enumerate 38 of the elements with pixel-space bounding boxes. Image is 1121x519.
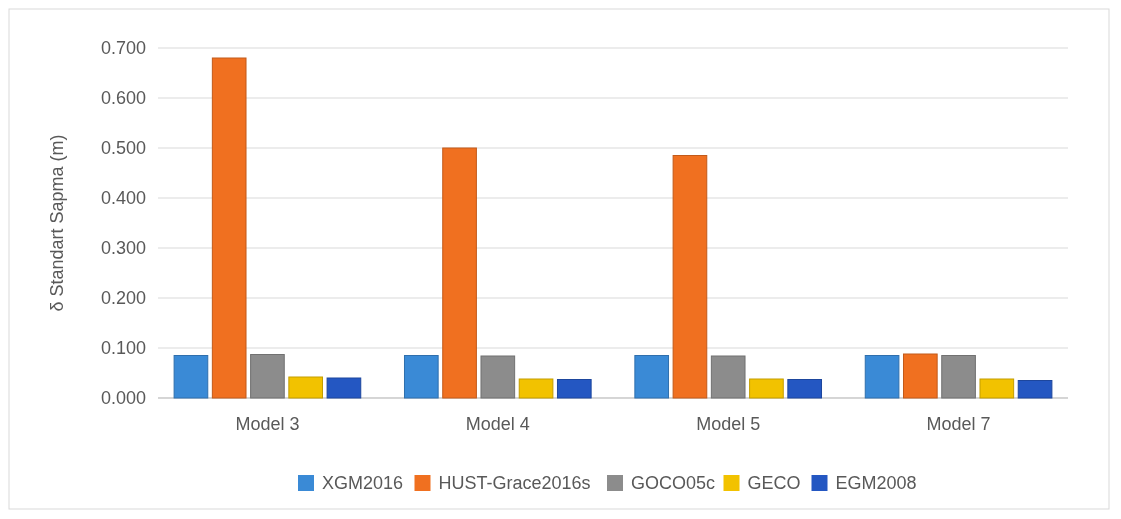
y-tick-label: 0.500 [100, 138, 146, 159]
bar [787, 379, 823, 399]
bar [902, 353, 938, 399]
bar [710, 355, 746, 399]
bar [403, 355, 439, 399]
x-tick-label: Model 4 [465, 414, 530, 434]
bar [173, 355, 209, 399]
bar [211, 57, 247, 399]
bar [442, 147, 477, 399]
bar [864, 355, 900, 399]
bar [556, 379, 592, 399]
bar [672, 155, 708, 399]
y-axis-title: δ Standart Sapma (m) [47, 134, 67, 312]
y-tick-label: 0.200 [100, 288, 146, 309]
legend-label: HUST-Grace2016s [438, 473, 591, 494]
x-tick-label: Model 3 [235, 414, 300, 434]
bar [518, 378, 554, 399]
bar [326, 377, 362, 399]
legend-label: EGM2008 [835, 473, 917, 494]
y-tick-label: 0.400 [100, 188, 146, 209]
bar [480, 355, 516, 399]
legend-label: XGM2016 [322, 473, 404, 494]
y-tick-label: 0.600 [100, 88, 146, 109]
y-tick-label: 0.300 [100, 238, 146, 259]
bar [979, 378, 1015, 399]
bar [634, 355, 670, 399]
legend-label: GECO [747, 473, 801, 494]
bar [749, 378, 784, 399]
y-tick-label: 0.100 [100, 338, 146, 359]
x-tick-label: Model 7 [926, 414, 991, 434]
y-tick-label: 0.700 [100, 38, 146, 59]
y-tick-label: 0.000 [100, 388, 146, 409]
bar [1017, 380, 1053, 399]
bar [288, 376, 324, 399]
bar [250, 354, 285, 399]
legend-label: GOCO05c [631, 473, 716, 494]
x-tick-label: Model 5 [696, 414, 761, 434]
bar [941, 355, 976, 399]
